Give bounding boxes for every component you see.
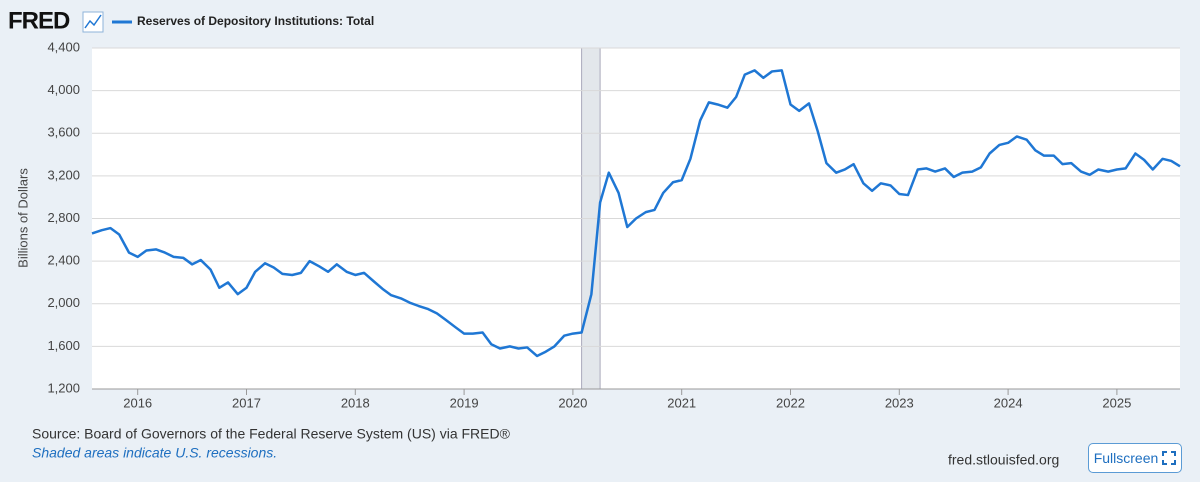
y-axis-title: Billions of Dollars <box>15 168 30 268</box>
x-tick-label: 2022 <box>776 395 805 410</box>
x-tick-label: 2024 <box>994 395 1023 410</box>
x-tick-label: 2020 <box>558 395 587 410</box>
y-tick-label: 3,200 <box>47 167 80 182</box>
fullscreen-icon <box>1162 451 1177 465</box>
legend-label: Reserves of Depository Institutions: Tot… <box>137 14 374 28</box>
x-tick-label: 2023 <box>885 395 914 410</box>
x-tick-label: 2019 <box>450 395 479 410</box>
x-tick-label: 2018 <box>341 395 370 410</box>
site-url: fred.stlouisfed.org <box>948 452 1059 468</box>
x-tick-label: 2017 <box>232 395 261 410</box>
y-tick-label: 2,000 <box>47 295 80 310</box>
y-tick-label: 1,600 <box>47 338 80 353</box>
y-tick-label: 3,600 <box>47 125 80 140</box>
y-tick-label: 2,800 <box>47 210 80 225</box>
logo: FRED <box>8 7 70 34</box>
fullscreen-button[interactable]: Fullscreen <box>1088 443 1182 473</box>
y-tick-label: 1,200 <box>47 380 80 395</box>
button-label: Fullscreen <box>1093 450 1159 466</box>
x-tick-label: 2016 <box>123 395 152 410</box>
y-tick-label: 4,400 <box>47 39 80 54</box>
x-tick-label: 2021 <box>667 395 696 410</box>
y-tick-label: 4,000 <box>47 82 80 97</box>
logo-icon <box>82 11 104 33</box>
recession-note: Shaded areas indicate U.S. recessions. <box>32 445 277 461</box>
x-tick-label: 2025 <box>1102 395 1131 410</box>
y-tick-label: 2,400 <box>47 253 80 268</box>
series-line <box>91 69 1181 358</box>
source: Source: Board of Governors of the Federa… <box>32 426 511 442</box>
